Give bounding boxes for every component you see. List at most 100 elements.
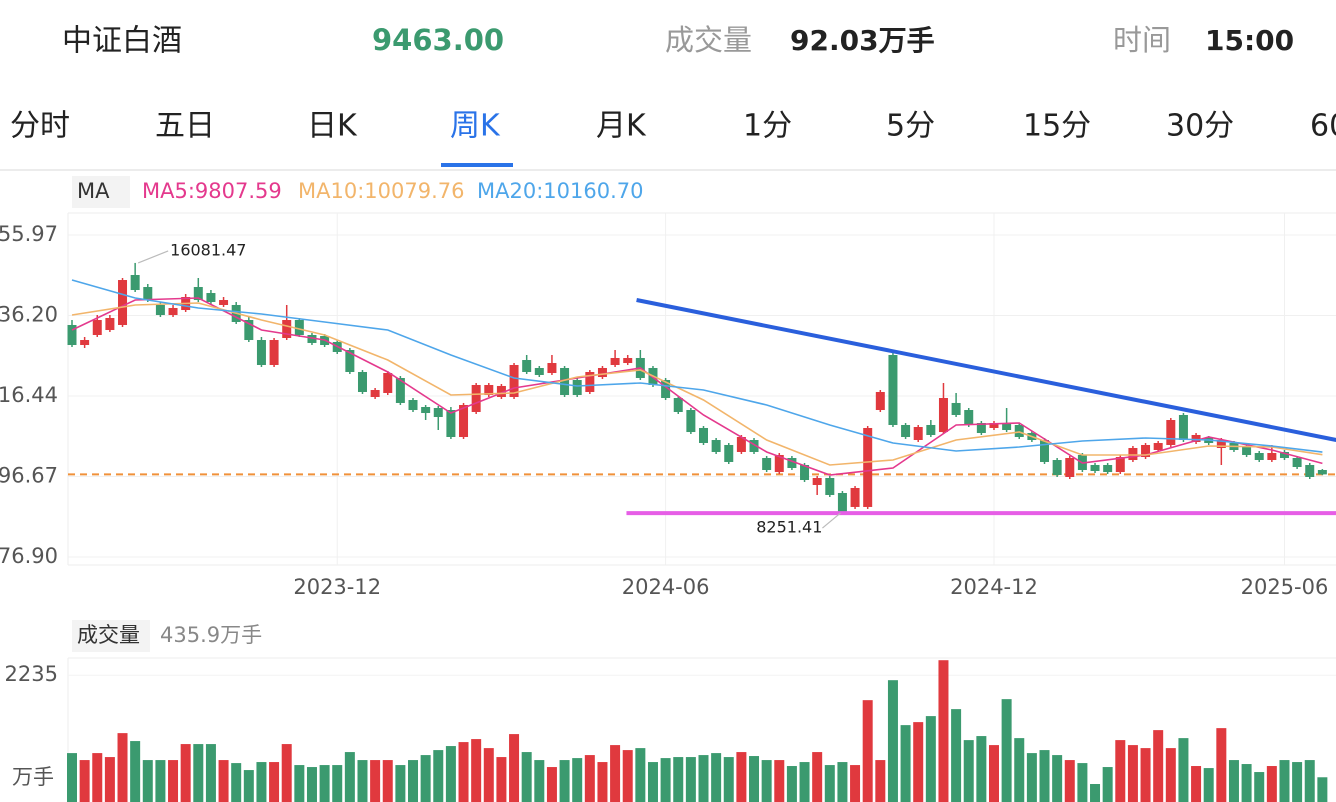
candle-body [863,427,873,507]
y-tick-label: 11916.44 [0,383,58,407]
volume-bar [913,722,924,802]
annotation-label: 16081.47 [170,240,246,259]
candle-body [800,464,810,481]
time-value: 15:00 [1205,24,1294,57]
candle-body [926,424,936,435]
candle-body [1115,457,1125,473]
volume-bar [711,753,722,802]
candle-body [661,380,671,398]
volume-bar [1153,730,1164,802]
volume-bar [1064,760,1075,802]
candle-body [408,400,418,411]
volume-bar [382,760,393,802]
time-label: 时间 [1113,23,1171,57]
volume-bar [218,760,229,802]
volume-bar [786,766,797,802]
ma-box [72,176,130,208]
candle-body [357,371,367,392]
candle-body [92,320,102,335]
tab[interactable]: 15分 [1023,109,1091,144]
candle-body [496,385,506,398]
volume-value: 92.03万手 [790,24,935,57]
candle-body [105,317,115,331]
volume-bar [976,736,987,802]
candle-body [433,407,443,418]
candle-body [307,334,317,343]
candle-body [774,454,784,473]
volume-bar [723,757,734,802]
y-tick-label: 2235 [5,662,58,686]
volume-bar [1014,738,1025,802]
volume-bar [837,762,848,802]
volume-bar [420,755,431,802]
candle-body [534,367,544,375]
tab[interactable]: 分时 [10,109,70,144]
index-price: 9463.00 [372,23,504,57]
volume-bar [483,748,494,802]
candle-body [724,444,734,462]
volume-unit: 万手 [12,765,54,789]
volume-legend-value: 435.9万手 [160,623,262,647]
volume-bar [509,734,520,802]
tab[interactable]: 日K [307,109,358,144]
candle-body [610,357,620,365]
volume-bar [168,760,179,802]
candle-body [256,340,266,365]
candle-body [951,402,961,415]
candle-body [1141,444,1151,458]
y-tick-label: 14436.20 [0,303,58,327]
volume-bar [534,760,545,802]
candle-body [1292,457,1302,468]
volume-bar [332,765,343,802]
volume-bar [1102,767,1113,802]
tab[interactable]: 月K [596,109,647,144]
tab[interactable]: 1分 [743,109,792,144]
volume-bar [1127,745,1138,802]
candle-body [370,390,380,398]
tab[interactable]: 5分 [886,109,935,144]
volume-bar [963,740,974,802]
candle-body [901,424,911,438]
volume-bar [559,760,570,802]
candle-body [206,293,216,302]
ma-legend-item: MA20:10160.70 [477,179,643,203]
volume-bar [1077,763,1088,802]
volume-bar [1191,766,1202,802]
tab[interactable]: 60分 [1310,109,1336,144]
x-tick-label: 2023-12 [293,575,381,599]
volume-bar [256,762,267,802]
volume-bar [193,744,204,802]
volume-bar [635,748,646,802]
candle-body [1254,453,1264,461]
ma-legend-item: MA10:10079.76 [298,179,464,203]
volume-bar [1052,755,1063,802]
candle-body [1002,423,1012,431]
candle-body [80,340,90,345]
candle-body [711,440,721,452]
tab[interactable]: 五日 [155,109,215,144]
volume-bar [938,660,949,802]
ma-line [71,279,1323,453]
candle-body [1040,440,1050,462]
candle-body [673,397,683,412]
candle-body [736,437,746,452]
x-tick-label: 2025-06 [1241,575,1329,599]
volume-bar [546,767,557,802]
volume-bar [395,765,406,802]
volume-bar [243,770,254,802]
candle-body [825,477,835,495]
candle-body [522,360,532,372]
candle-body [888,354,898,425]
volume-bar [521,752,532,802]
candle-body [143,287,153,301]
tab[interactable]: 30分 [1166,109,1234,144]
candle-body [471,384,481,412]
candle-body [421,407,431,414]
tab[interactable]: 周K [450,109,501,144]
candle-body [623,357,633,364]
annotation-label: 8251.41 [756,518,822,537]
candle-body [989,423,999,428]
candle-body [837,493,847,512]
candle-body [1216,440,1226,448]
volume-bar [761,760,772,802]
